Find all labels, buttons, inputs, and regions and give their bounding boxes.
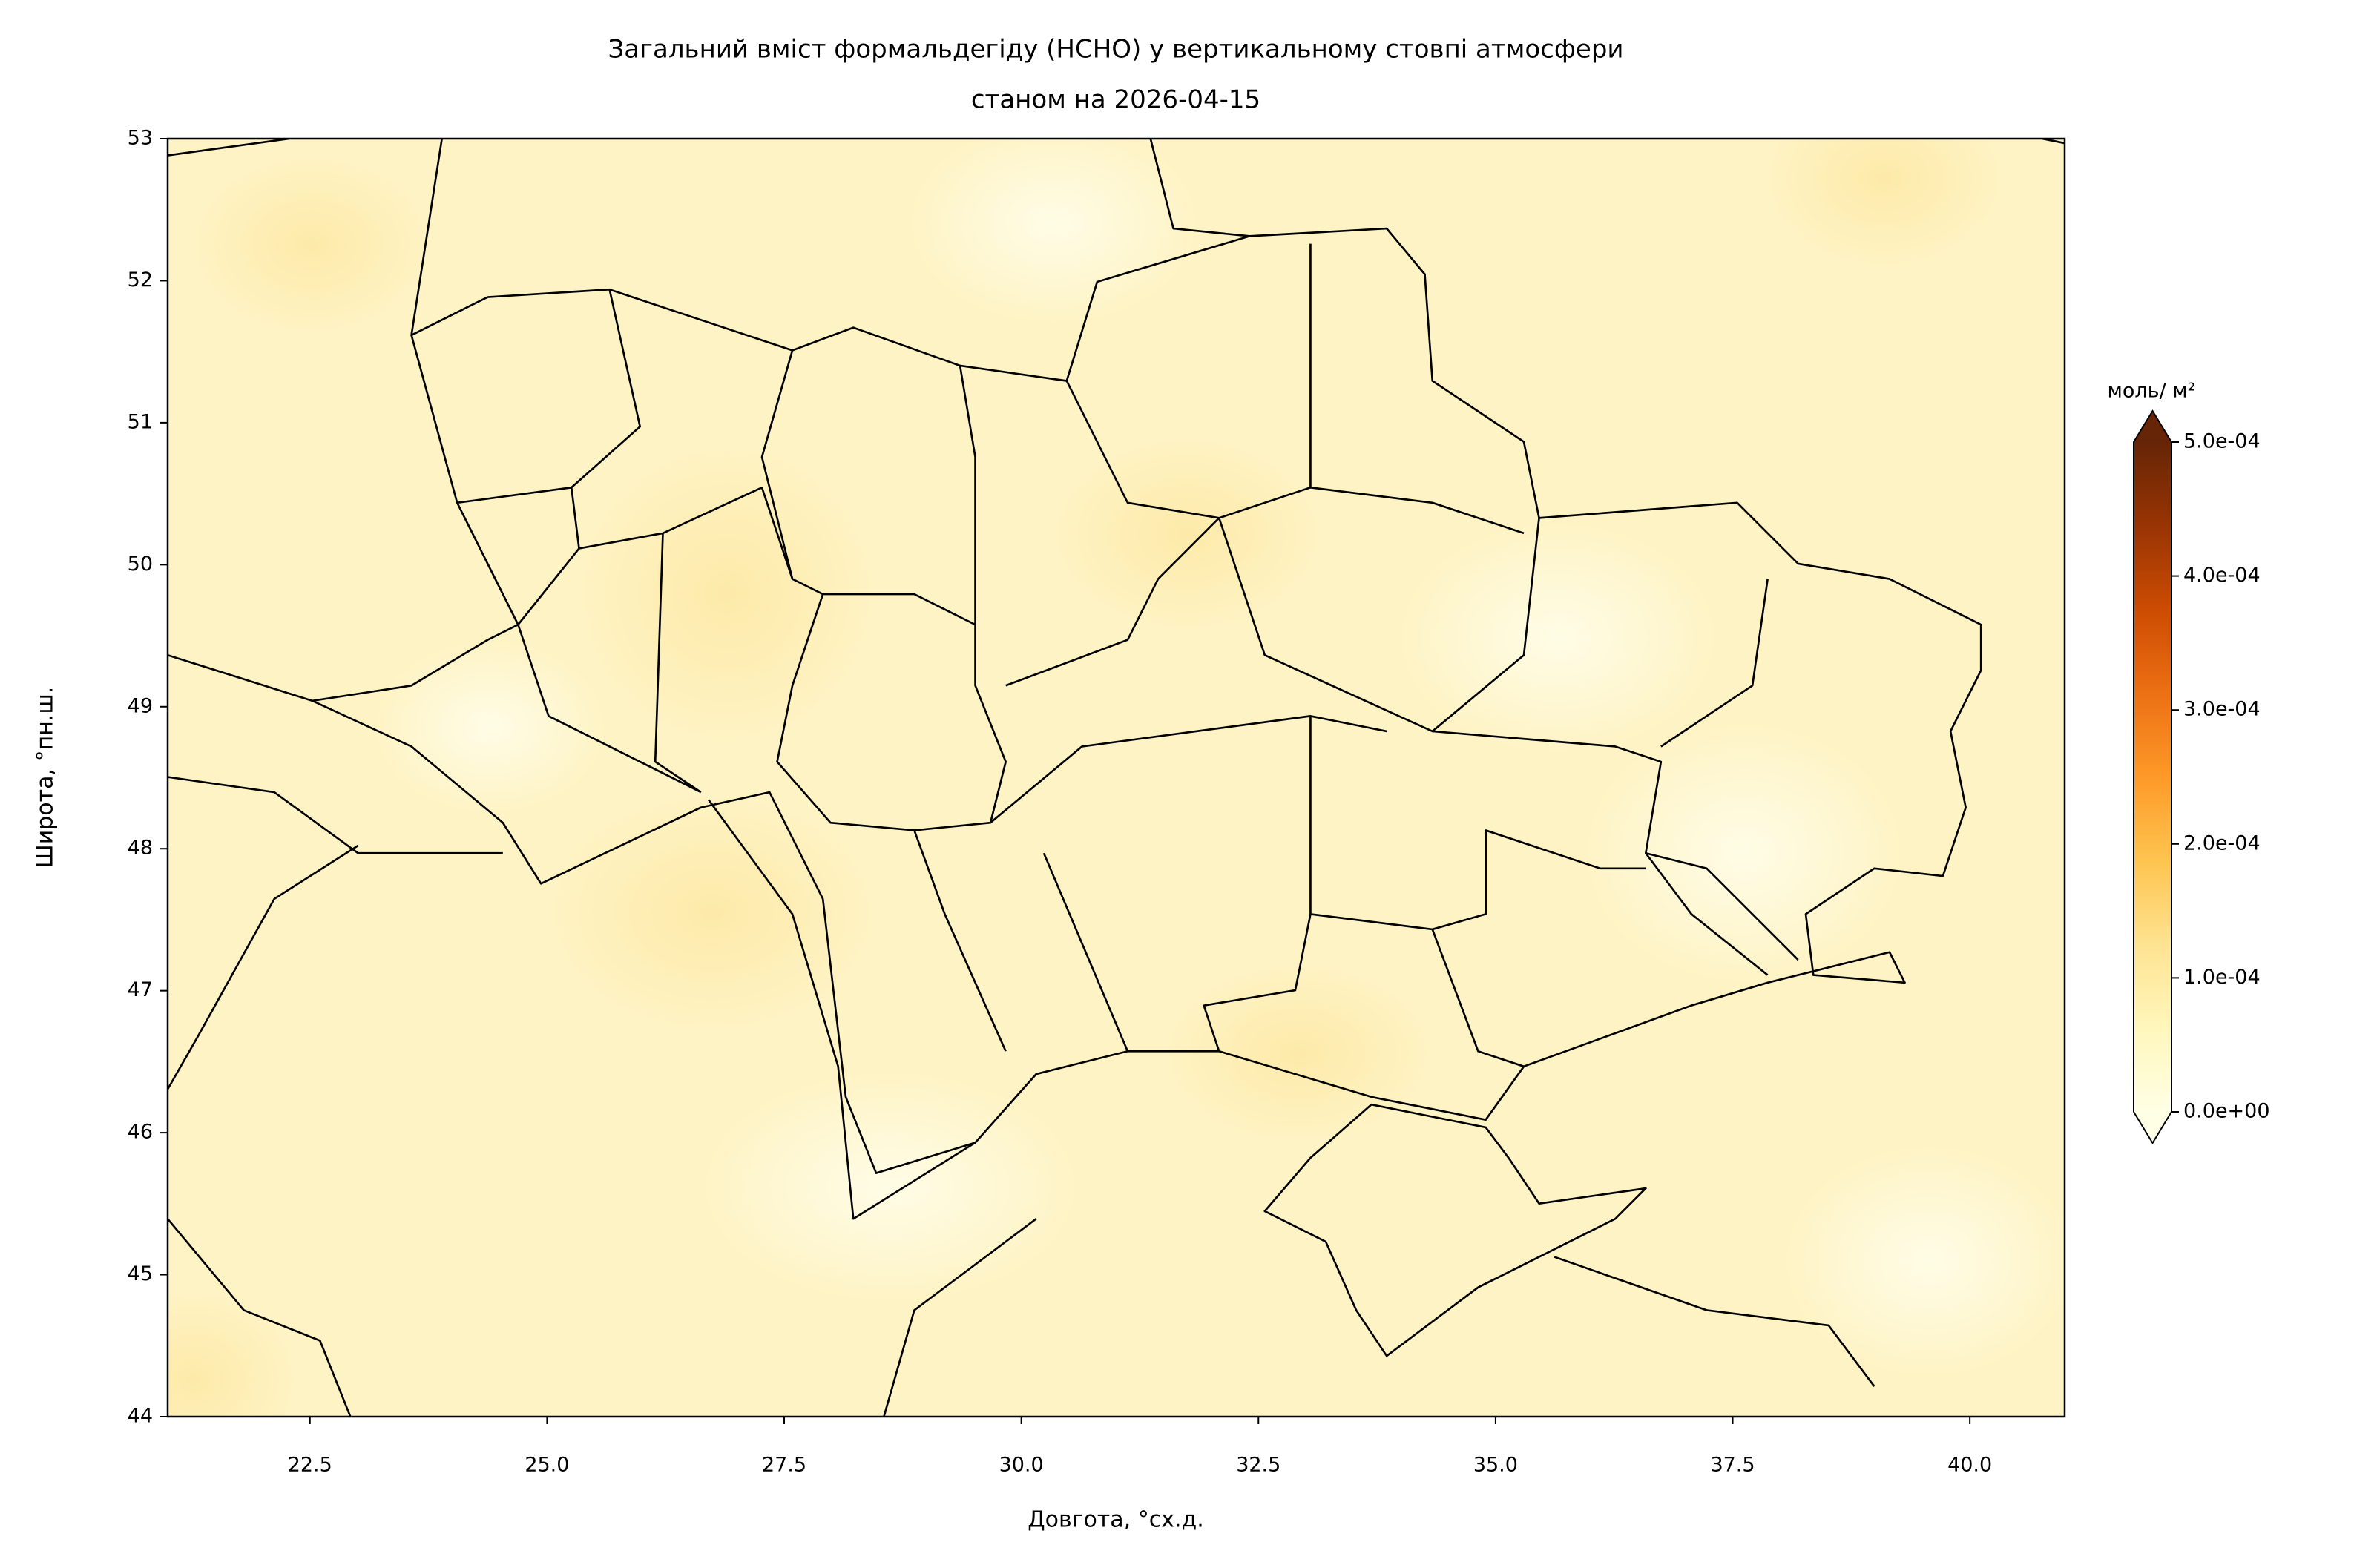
y-tick-label: 53 [128, 127, 153, 150]
y-tick-label: 46 [128, 1121, 153, 1144]
colorbar [2134, 442, 2171, 1112]
x-axis-label: Довгота, °сх.д. [1028, 1507, 1204, 1533]
colorbar-tick-label: 2.0e-04 [2183, 831, 2261, 854]
plot-frame [166, 137, 2066, 1418]
x-tick-label: 35.0 [1473, 1454, 1518, 1477]
y-tick-label: 52 [128, 269, 153, 291]
colorbar-tick-label: 3.0e-04 [2183, 698, 2261, 721]
x-tick-label: 25.0 [525, 1454, 569, 1477]
colorbar-extend-min [2134, 1112, 2171, 1143]
borders [168, 139, 2065, 1417]
x-tick-label: 30.0 [999, 1454, 1044, 1477]
y-tick-label: 50 [128, 553, 153, 576]
x-tick-label: 37.5 [1710, 1454, 1755, 1477]
colorbar-tick-label: 0.0e+00 [2183, 1100, 2270, 1123]
x-tick-label: 27.5 [762, 1454, 806, 1477]
y-tick-label: 47 [128, 978, 153, 1001]
y-tick-label: 45 [128, 1262, 153, 1285]
colorbar-label: моль/ м² [2108, 380, 2196, 403]
map-field [168, 139, 2065, 1417]
chart-title: Загальний вміст формальдегіду (HCHO) у в… [608, 35, 1623, 65]
colorbar-tick-label: 1.0e-04 [2183, 966, 2261, 989]
y-axis-label: Широта, °пн.ш. [33, 687, 59, 869]
colorbar-tick-label: 4.0e-04 [2183, 564, 2261, 587]
colorbar-tick-label: 5.0e-04 [2183, 430, 2261, 453]
chart-subtitle: станом на 2026-04-15 [971, 85, 1260, 115]
x-tick-label: 40.0 [1947, 1454, 1992, 1477]
colorbar-extend-max [2134, 411, 2171, 442]
x-tick-label: 22.5 [288, 1454, 332, 1477]
y-tick-label: 51 [128, 410, 153, 433]
y-tick-label: 44 [128, 1405, 153, 1428]
y-tick-label: 48 [128, 837, 153, 860]
y-tick-label: 49 [128, 694, 153, 717]
x-tick-label: 32.5 [1236, 1454, 1280, 1477]
